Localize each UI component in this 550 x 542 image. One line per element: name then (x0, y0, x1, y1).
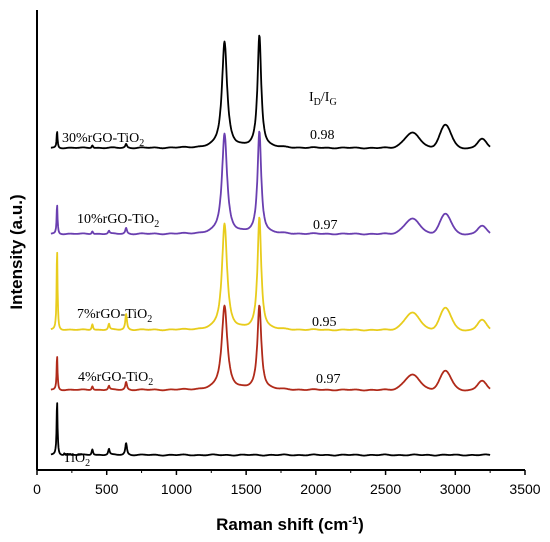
spectrum-line (50, 304, 491, 392)
x-tick-label: 2500 (370, 481, 401, 497)
series-label: 7%rGO-TiO2 (77, 307, 152, 325)
x-axis-title: Raman shift (cm-1) (216, 515, 364, 534)
x-tick-label: 500 (95, 481, 119, 497)
series-group (50, 34, 491, 457)
spectrum-line (50, 34, 491, 150)
x-tick-label: 1500 (231, 481, 262, 497)
ratio-header: ID/IG (309, 90, 337, 108)
series-label: 10%rGO-TiO2 (77, 212, 159, 230)
x-tick-label: 0 (33, 481, 41, 497)
spectrum-line (50, 216, 491, 332)
id-ig-ratio: 0.98 (310, 128, 335, 143)
x-tick-label: 3500 (509, 481, 540, 497)
x-tick-label: 1000 (161, 481, 192, 497)
id-ig-ratio: 0.97 (316, 372, 341, 387)
axes-group: 0 500 1000 1500 2000 2500 3000 3500 (33, 10, 541, 497)
spectrum-line (50, 130, 491, 236)
series-label: 4%rGO-TiO2 (78, 370, 153, 388)
id-ig-ratio: 0.95 (312, 315, 337, 330)
spectrum-line (50, 402, 491, 457)
x-tick-label: 2000 (300, 481, 331, 497)
id-ig-ratio: 0.97 (313, 218, 338, 233)
series-label: 30%rGO-TiO2 (62, 131, 144, 149)
labels-group: TiO2 4%rGO-TiO2 0.97 7%rGO-TiO2 0.95 10%rGO-T… (62, 128, 341, 469)
x-tick-label: 3000 (440, 481, 471, 497)
y-axis-title: Intensity (a.u.) (7, 194, 26, 309)
series-label: TiO2 (63, 451, 90, 469)
